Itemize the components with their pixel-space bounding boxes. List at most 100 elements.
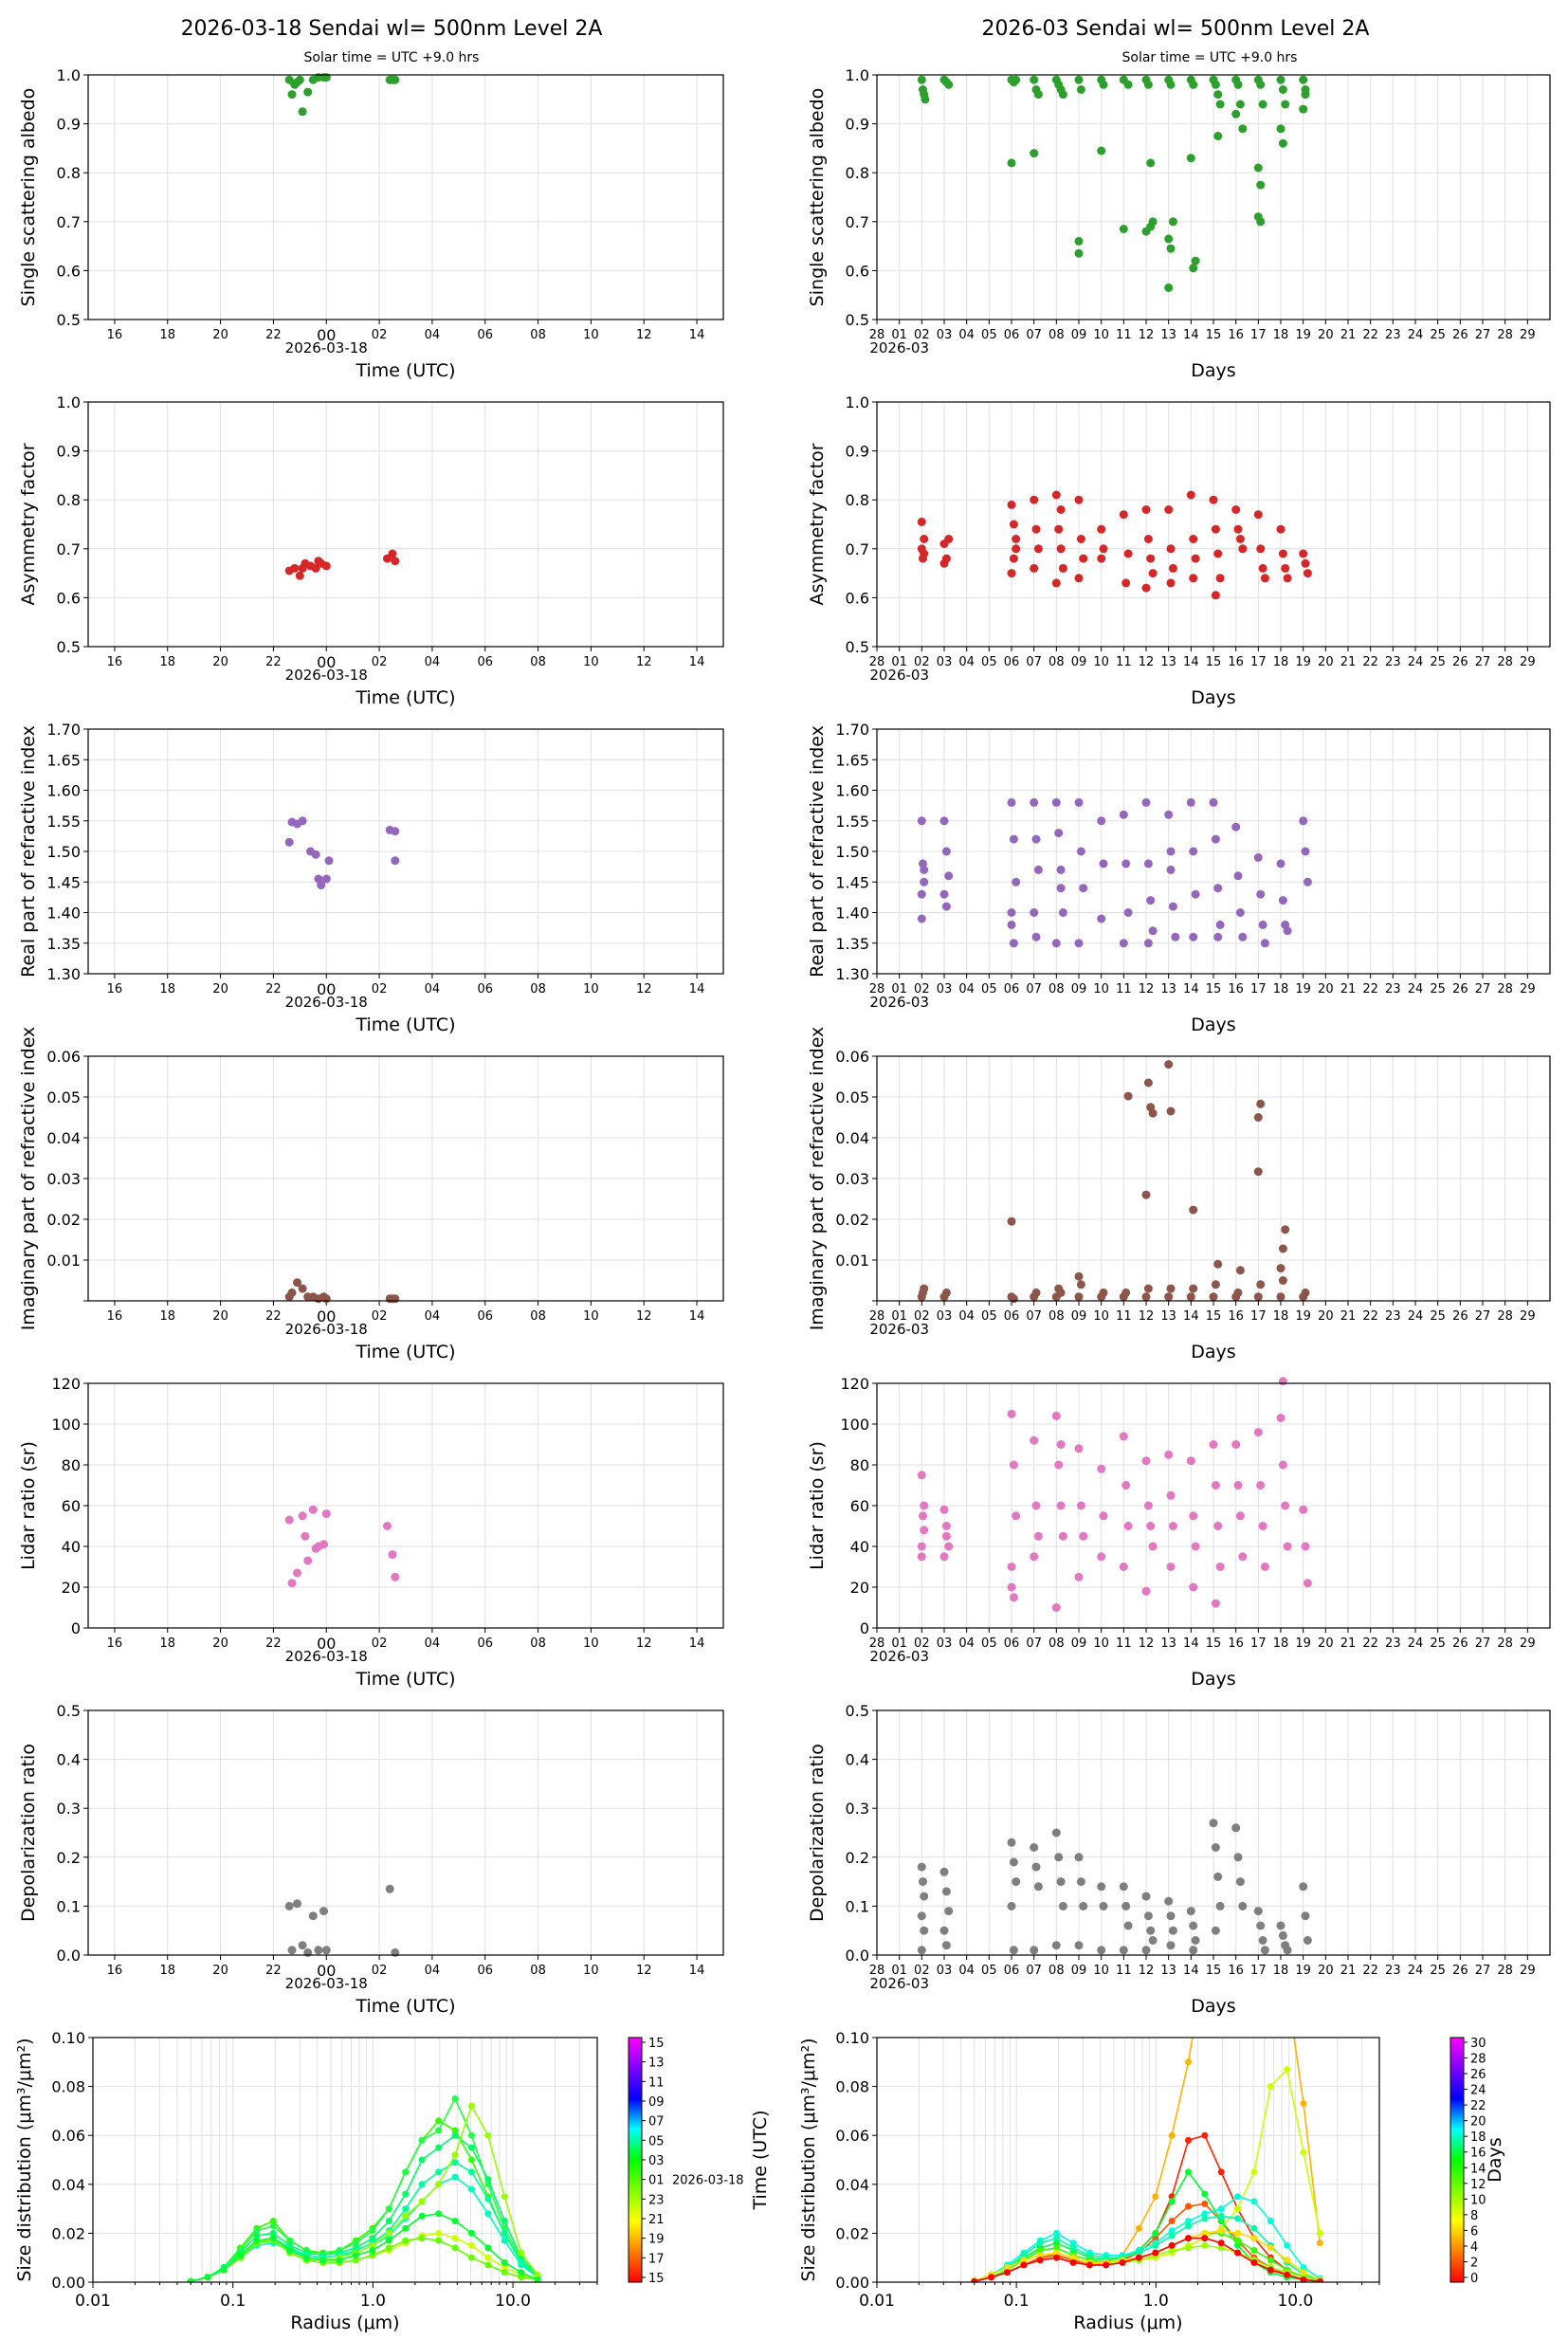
data-point <box>1076 847 1085 856</box>
size-series-point <box>1284 2271 1291 2278</box>
data-point <box>1141 1946 1151 1955</box>
y-tick-label: 0.00 <box>51 2274 85 2292</box>
data-point <box>1301 1288 1310 1297</box>
data-point <box>1119 510 1128 520</box>
data-point <box>1141 505 1151 514</box>
size-series-point <box>534 2276 541 2282</box>
size-series-point <box>385 2218 392 2224</box>
data-point <box>917 1862 926 1872</box>
x-tick-label: 21 <box>1340 1309 1357 1324</box>
data-point <box>1146 158 1156 168</box>
data-point <box>1099 859 1108 868</box>
data-point <box>1030 1552 1039 1562</box>
data-point <box>1099 1288 1108 1297</box>
data-point <box>1009 1857 1018 1867</box>
data-point <box>1186 1456 1195 1466</box>
x-tick-label: 08 <box>530 1636 546 1651</box>
x-date-label: 2026-03-18 <box>285 667 368 684</box>
x-tick-label: 14 <box>1183 982 1199 996</box>
size-series-point <box>534 2271 541 2278</box>
size-series-point <box>1316 2239 1323 2247</box>
data-point <box>1231 109 1241 119</box>
x-axis-label: Time (UTC) <box>355 360 455 381</box>
y-tick-label: 0.05 <box>835 1088 869 1106</box>
x-tick-label: 18 <box>159 1964 175 1978</box>
size-series-line <box>974 2237 1321 2282</box>
size-series-point <box>402 2224 410 2232</box>
x-tick-label: 12 <box>636 1309 652 1324</box>
size-series-point <box>1300 2100 1307 2108</box>
data-point <box>1141 1586 1151 1596</box>
size-series-point <box>220 2266 228 2274</box>
data-point <box>1143 1284 1153 1293</box>
x-tick-label: 10 <box>583 1964 599 1978</box>
data-point <box>1276 75 1285 84</box>
size-series-point <box>1217 2218 1225 2224</box>
data-point <box>1168 563 1177 573</box>
data-point <box>1121 1901 1131 1910</box>
data-point <box>1097 554 1106 563</box>
data-point <box>1051 797 1061 807</box>
data-point <box>1056 884 1066 893</box>
x-tick-label: 07 <box>1026 1964 1042 1978</box>
y-tick-label: 0.5 <box>57 311 81 329</box>
x-tick-label: 20 <box>212 1309 228 1324</box>
data-point <box>1031 932 1041 941</box>
size-series-point <box>1036 2247 1044 2254</box>
x-date-label: 2026-03 <box>869 1975 929 1992</box>
data-point <box>314 557 323 566</box>
x-axis-label: Radius (μm) <box>290 2313 399 2333</box>
size-series-point <box>467 2156 475 2164</box>
data-point <box>1166 847 1176 856</box>
data-point <box>298 816 307 826</box>
size-series-point <box>1267 1936 1274 1943</box>
data-point <box>1076 85 1085 94</box>
left-depol-panel: 0.0 0.1 0.2 0.3 0.4 0.5 16 18 20 22 00 02 04 06 08 10 12… <box>18 1702 724 2017</box>
plot-frame <box>876 1055 1551 1302</box>
data-point <box>1119 810 1128 819</box>
x-tick-label: 14 <box>689 982 705 996</box>
data-point <box>1258 563 1267 573</box>
x-tick-label: 14 <box>1183 328 1199 342</box>
x-tick-label: 13 <box>1160 982 1176 996</box>
data-point <box>1141 1892 1151 1901</box>
x-tick-label: 22 <box>265 328 282 342</box>
size-series-point <box>369 2247 376 2254</box>
colorbar-gradient <box>1449 2037 1465 2283</box>
data-point <box>1079 1901 1088 1910</box>
size-series-point <box>467 2229 475 2237</box>
size-series-point <box>451 2131 459 2139</box>
y-axis-label: Imaginary part of refractive index <box>807 1027 828 1331</box>
colorbar-tick-label: 17 <box>648 2252 665 2266</box>
size-series-point <box>1250 2235 1258 2242</box>
data-point <box>1097 1464 1106 1473</box>
x-tick-label: 0.1 <box>220 2292 246 2311</box>
x-tick-label: 06 <box>477 1964 493 1978</box>
data-point <box>1056 544 1066 554</box>
x-tick-label: 22 <box>265 1636 282 1651</box>
size-series-point <box>1185 2244 1192 2252</box>
x-tick-label: 10 <box>583 1636 599 1651</box>
data-point <box>1033 1531 1043 1541</box>
y-axis-label: Depolarization ratio <box>807 1744 828 1922</box>
data-point <box>1097 146 1106 155</box>
size-series-point <box>435 2168 443 2176</box>
data-point <box>1166 1490 1176 1500</box>
plot-frame <box>876 2037 1380 2283</box>
y-tick-label: 1.40 <box>46 905 81 923</box>
x-tick-label: 08 <box>1048 328 1065 342</box>
size-series-point <box>1300 2148 1307 2156</box>
size-series-point <box>1267 2218 1274 2224</box>
y-tick-label: 1.35 <box>46 935 81 953</box>
data-point <box>1231 505 1241 514</box>
size-series-point <box>467 2168 475 2176</box>
size-series-point <box>385 2244 392 2252</box>
x-tick-label: 10.0 <box>1277 2292 1313 2311</box>
data-point <box>921 95 930 104</box>
data-point <box>1121 1288 1131 1297</box>
size-series-point <box>1201 2210 1209 2218</box>
data-point <box>1235 100 1245 109</box>
data-point <box>1233 1853 1243 1862</box>
left-lidar-panel: 0 20 40 60 80 100 120 16 18 20 22 00 02 04 06 08 10 12 14 2… <box>18 1375 724 1690</box>
data-point <box>1258 920 1267 929</box>
